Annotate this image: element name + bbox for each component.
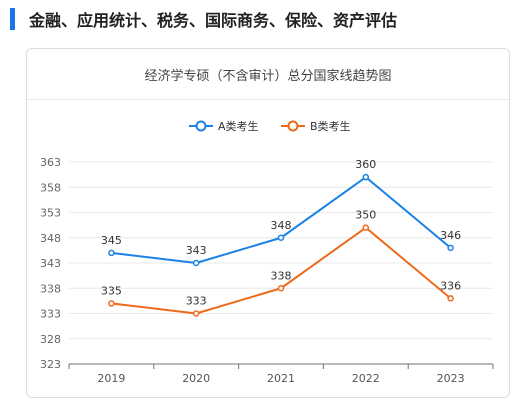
- data-label: 348: [271, 219, 292, 232]
- data-label: 346: [440, 229, 461, 242]
- data-label: 350: [355, 209, 376, 222]
- y-tick-label: 343: [40, 257, 61, 270]
- y-tick-label: 353: [40, 207, 61, 220]
- y-tick-label: 338: [40, 282, 61, 295]
- section-heading: 金融、应用统计、税务、国际商务、保险、资产评估: [10, 6, 510, 32]
- chart-title-area: 经济学专硕（不含审计）总分国家线趋势图: [27, 49, 509, 100]
- legend-marker: [195, 120, 207, 132]
- heading-accent-bar: [10, 8, 15, 30]
- x-tick-label: 2023: [437, 372, 465, 385]
- data-point: [108, 249, 115, 257]
- x-tick-label: 2022: [352, 372, 380, 385]
- data-point: [447, 244, 454, 252]
- x-tick-label: 2019: [97, 372, 125, 385]
- y-tick-label: 358: [40, 181, 61, 194]
- legend-label: B类考生: [310, 119, 351, 133]
- chart-card: 经济学专硕（不含审计）总分国家线趋势图 323 328 333 338 343 348 35…: [26, 48, 510, 398]
- data-label: 333: [186, 295, 207, 308]
- legend-label: A类考生: [218, 119, 259, 133]
- data-point: [362, 173, 370, 181]
- chart-title: 经济学专硕（不含审计）总分国家线趋势图: [144, 68, 392, 84]
- data-label: 343: [186, 244, 207, 257]
- data-point: [192, 259, 200, 267]
- data-label: 336: [440, 279, 461, 292]
- x-tick-label: 2021: [267, 372, 295, 385]
- data-point: [277, 285, 285, 292]
- x-tick-label: 2020: [182, 372, 210, 385]
- line-chart: 323 328 333 338 343 348 353 358 363 2019 2020 2021 2…: [40, 119, 494, 385]
- legend-marker: [287, 120, 299, 132]
- data-label: 360: [355, 158, 376, 171]
- heading-text: 金融、应用统计、税务、国际商务、保险、资产评估: [29, 11, 398, 30]
- data-point: [277, 234, 285, 241]
- data-label: 338: [271, 269, 292, 282]
- y-tick-label: 328: [40, 333, 61, 346]
- y-tick-label: 363: [40, 156, 61, 169]
- data-point: [192, 310, 200, 317]
- data-point: [108, 300, 115, 307]
- y-tick-label: 323: [40, 358, 61, 371]
- data-label: 345: [101, 234, 122, 247]
- data-point: [447, 295, 454, 302]
- y-tick-label: 348: [40, 232, 61, 245]
- y-tick-label: 333: [40, 308, 61, 321]
- data-point: [362, 224, 370, 231]
- data-label: 335: [101, 284, 122, 297]
